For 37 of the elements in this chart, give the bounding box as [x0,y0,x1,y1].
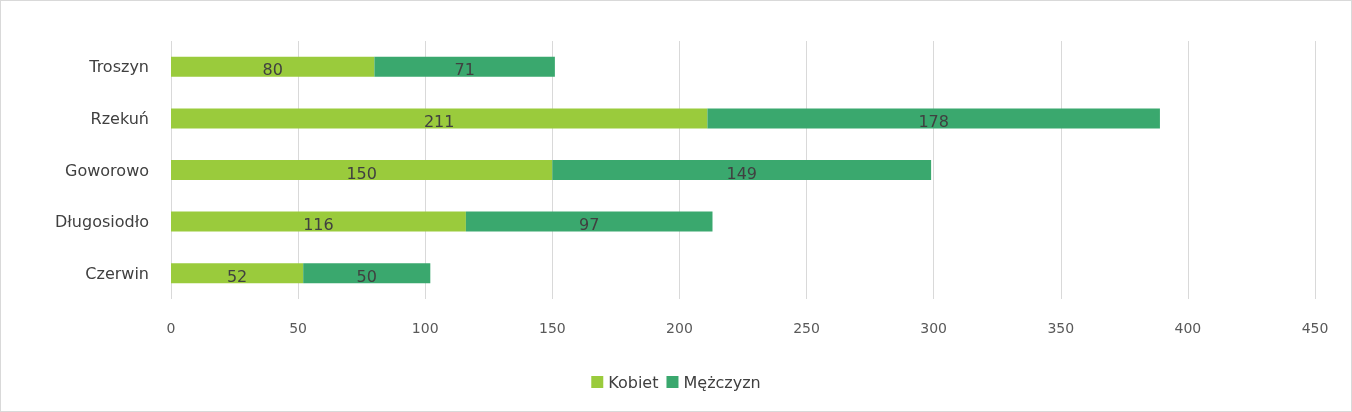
x-tick-label: 450 [1301,320,1329,336]
x-tick-label: 200 [666,320,693,336]
bar [374,56,555,77]
bar [171,263,304,284]
data-label: 116 [303,215,334,235]
data-label: 50 [356,266,377,286]
x-tick-label: 350 [1047,320,1075,336]
bar [171,108,708,129]
x-tick-label: 0 [166,320,176,336]
data-label: 178 [918,111,949,131]
data-label: 80 [262,60,283,80]
data-label: 97 [579,215,600,235]
data-label: 149 [726,163,757,183]
x-tick-label: 50 [289,320,308,336]
y-tick-label: Długosiodło [54,212,149,232]
x-tick-label: 150 [538,320,566,336]
bar [707,108,1160,129]
legend-label: Mężczyzn [683,372,761,392]
y-tick-label: Czerwin [85,263,149,283]
x-tick-label: 100 [411,320,439,336]
bar [171,56,375,77]
y-tick-label: Troszyn [88,57,149,77]
x-tick-label: 300 [920,320,948,336]
data-label: 211 [423,111,455,131]
bar [465,211,713,232]
y-tick-label: Goworowo [65,160,149,180]
bar [171,211,466,232]
data-label: 71 [454,60,475,80]
data-label: 52 [226,266,248,286]
bar [552,160,932,180]
x-tick-label: 400 [1174,320,1202,336]
data-label: 150 [346,163,377,183]
legend-label: Kobiet [608,372,659,392]
x-tick-label: 250 [793,320,820,336]
bar [303,263,431,284]
y-tick-label: Rzekuń [90,108,149,128]
bar [171,160,553,180]
